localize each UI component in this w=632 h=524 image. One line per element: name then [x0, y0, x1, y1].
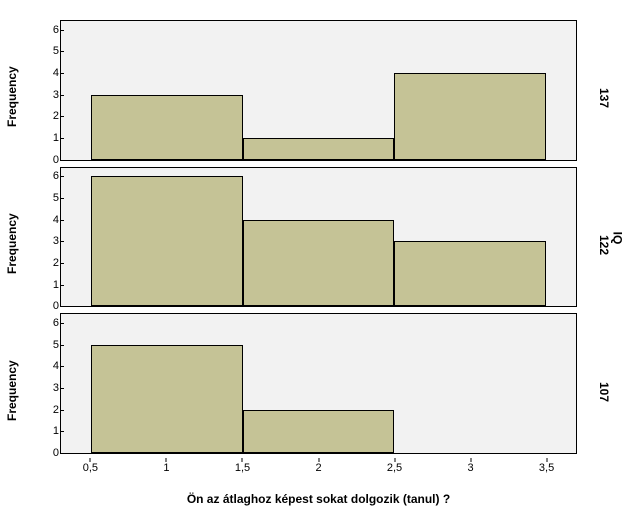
y-tick-label: 0	[35, 447, 59, 459]
y-ticks: 0123456	[35, 21, 59, 160]
y-tick-mark	[60, 366, 64, 367]
bar	[394, 241, 545, 306]
y-tick-mark	[60, 263, 64, 264]
y-tick-label: 5	[35, 192, 59, 204]
y-tick-mark	[60, 453, 64, 454]
bar	[243, 138, 394, 160]
y-tick-mark	[60, 388, 64, 389]
y-tick-mark	[60, 241, 64, 242]
x-tick-label: 1,5	[235, 462, 250, 474]
bar	[394, 73, 545, 160]
y-tick-label: 3	[35, 89, 59, 101]
bar	[243, 410, 394, 453]
bar	[91, 95, 242, 160]
y-axis-label: Frequency	[5, 213, 19, 274]
y-tick-mark	[60, 30, 64, 31]
panel-107: 0123456107	[60, 313, 577, 454]
chart-container: 012345613701234561220123456107 0,511,522…	[0, 0, 632, 524]
x-tick-label: 1	[163, 462, 169, 474]
y-tick-label: 6	[35, 24, 59, 36]
bar	[243, 220, 394, 307]
x-tick-label: 0,5	[83, 462, 98, 474]
y-tick-label: 3	[35, 382, 59, 394]
y-tick-mark	[60, 220, 64, 221]
x-tick-label: 2,5	[387, 462, 402, 474]
y-tick-label: 2	[35, 110, 59, 122]
y-tick-mark	[60, 176, 64, 177]
x-tick-label: 2	[315, 462, 321, 474]
plot-area	[61, 21, 576, 160]
y-tick-label: 3	[35, 235, 59, 247]
y-tick-mark	[60, 285, 64, 286]
y-tick-label: 2	[35, 404, 59, 416]
y-tick-mark	[60, 431, 64, 432]
y-tick-label: 1	[35, 279, 59, 291]
bar	[91, 345, 242, 453]
plot-area	[61, 314, 576, 453]
y-tick-mark	[60, 306, 64, 307]
panel-group-value: 137	[597, 88, 611, 108]
y-tick-label: 5	[35, 45, 59, 57]
y-ticks: 0123456	[35, 168, 59, 307]
y-tick-mark	[60, 410, 64, 411]
bar	[91, 176, 242, 306]
group-axis-label: IQ	[611, 232, 625, 245]
y-tick-label: 1	[35, 425, 59, 437]
panels-area: 012345613701234561220123456107	[60, 20, 577, 454]
plot-area	[61, 168, 576, 307]
y-axis-label: Frequency	[5, 360, 19, 421]
y-tick-label: 1	[35, 132, 59, 144]
y-tick-label: 5	[35, 339, 59, 351]
y-tick-label: 0	[35, 300, 59, 312]
y-tick-mark	[60, 345, 64, 346]
y-tick-label: 0	[35, 154, 59, 166]
x-tick-label: 3	[467, 462, 473, 474]
panel-group-value: 122	[597, 235, 611, 255]
panel-122: 0123456122	[60, 167, 577, 308]
y-tick-mark	[60, 51, 64, 52]
y-tick-mark	[60, 95, 64, 96]
x-tick-label: 3,5	[539, 462, 554, 474]
y-tick-label: 4	[35, 214, 59, 226]
y-tick-mark	[60, 323, 64, 324]
panel-group-value: 107	[597, 382, 611, 402]
y-tick-mark	[60, 198, 64, 199]
y-tick-label: 6	[35, 170, 59, 182]
y-tick-mark	[60, 116, 64, 117]
x-ticks: 0,5 1 1,5 2 2,5 3 3,5	[60, 458, 577, 478]
y-tick-label: 2	[35, 257, 59, 269]
panel-137: 0123456137	[60, 20, 577, 161]
y-tick-label: 6	[35, 317, 59, 329]
y-axis-label: Frequency	[5, 67, 19, 128]
y-tick-mark	[60, 73, 64, 74]
y-ticks: 0123456	[35, 314, 59, 453]
y-tick-label: 4	[35, 360, 59, 372]
y-tick-label: 4	[35, 67, 59, 79]
y-tick-mark	[60, 138, 64, 139]
y-tick-mark	[60, 160, 64, 161]
x-axis-label: Ön az átlaghoz képest sokat dolgozik (ta…	[60, 492, 577, 506]
